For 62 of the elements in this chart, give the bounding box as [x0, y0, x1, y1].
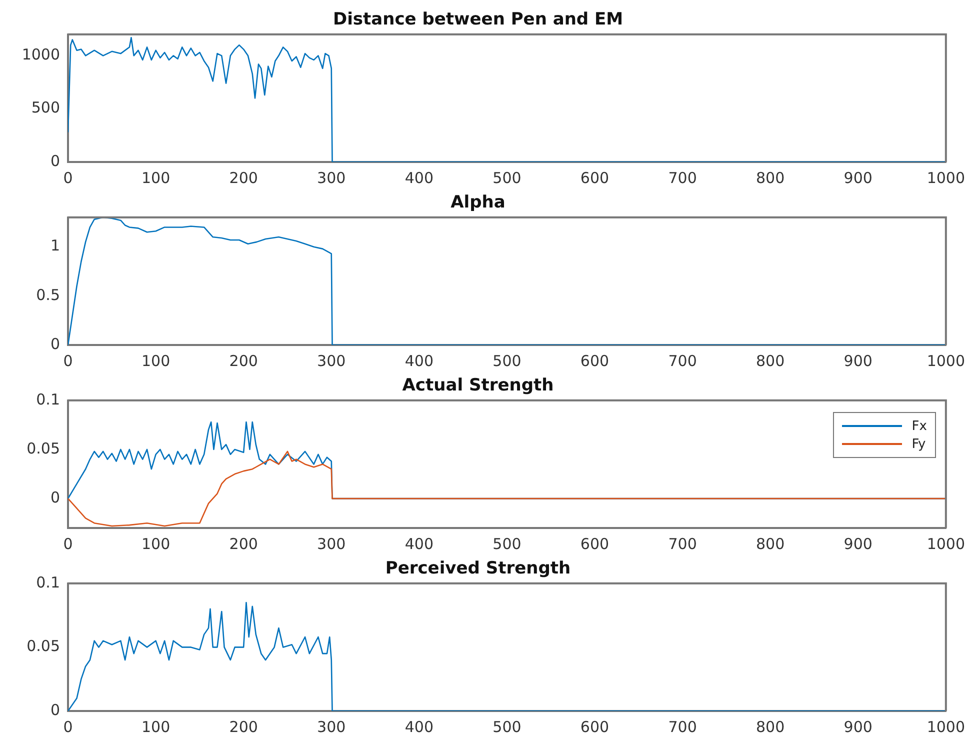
x-tick-label: 100	[141, 718, 170, 736]
y-tick-label: 0	[50, 700, 60, 719]
x-tick-label: 100	[141, 168, 170, 187]
x-tick-label: 100	[141, 534, 170, 553]
x-tick-label: 200	[229, 168, 258, 187]
x-tick-label: 700	[668, 168, 697, 187]
x-tick-label: 100	[141, 352, 170, 370]
y-tick-label: 0.05	[26, 439, 60, 458]
y-tick-label: 500	[31, 98, 60, 117]
x-tick-label: 600	[580, 718, 610, 736]
x-tick-label: 1000	[926, 718, 966, 736]
x-tick-label: 0	[63, 168, 73, 187]
x-tick-label: 700	[668, 534, 697, 553]
x-tick-label: 1000	[926, 352, 966, 370]
chart-title: Alpha	[450, 192, 506, 213]
x-tick-label: 900	[844, 718, 872, 736]
x-tick-label: 0	[63, 352, 73, 370]
x-tick-label: 600	[580, 534, 610, 553]
x-tick-label: 800	[756, 718, 785, 736]
x-tick-label: 700	[668, 718, 697, 736]
y-tick-label: 0	[50, 488, 60, 506]
x-tick-label: 500	[492, 352, 522, 370]
x-tick-label: 900	[844, 534, 872, 553]
x-tick-label: 700	[668, 352, 697, 370]
x-tick-label: 800	[756, 352, 785, 370]
chart-title: Actual Strength	[402, 376, 554, 396]
x-tick-label: 500	[492, 718, 522, 736]
x-tick-label: 600	[580, 168, 610, 187]
legend-label: Fy	[912, 436, 926, 452]
x-tick-label: 0	[63, 534, 73, 553]
x-tick-label: 200	[229, 352, 258, 370]
chart-title: Distance between Pen and EM	[332, 10, 624, 30]
y-tick-label: 0.1	[36, 390, 60, 408]
x-tick-label: 300	[317, 534, 346, 553]
x-tick-label: 300	[317, 718, 346, 736]
x-tick-label: 200	[229, 534, 258, 553]
chart-title: Perceived Strength	[385, 558, 571, 579]
legend-label: Fx	[912, 418, 927, 434]
x-tick-label: 500	[492, 534, 522, 553]
x-tick-label: 400	[404, 352, 434, 370]
y-tick-label: 1	[50, 236, 60, 255]
y-tick-label: 0.5	[36, 286, 60, 304]
x-tick-label: 1000	[926, 534, 966, 553]
x-tick-label: 0	[63, 718, 73, 736]
y-tick-label: 0.1	[36, 573, 60, 592]
y-tick-label: 0	[50, 152, 60, 170]
x-tick-label: 500	[492, 168, 522, 187]
x-tick-label: 800	[756, 168, 785, 187]
x-tick-label: 300	[317, 168, 346, 187]
x-tick-label: 200	[229, 718, 258, 736]
y-tick-label: 1000	[22, 46, 60, 64]
x-tick-label: 400	[404, 534, 434, 553]
x-tick-label: 1000	[926, 168, 966, 187]
x-tick-label: 900	[844, 168, 872, 187]
x-tick-label: 400	[404, 718, 434, 736]
x-tick-label: 900	[844, 352, 872, 370]
y-tick-label: 0.05	[26, 637, 60, 656]
x-tick-label: 600	[580, 352, 610, 370]
y-tick-label: 0	[50, 334, 60, 353]
x-tick-label: 800	[756, 534, 785, 553]
x-tick-label: 300	[317, 352, 346, 370]
x-tick-label: 400	[404, 168, 434, 187]
